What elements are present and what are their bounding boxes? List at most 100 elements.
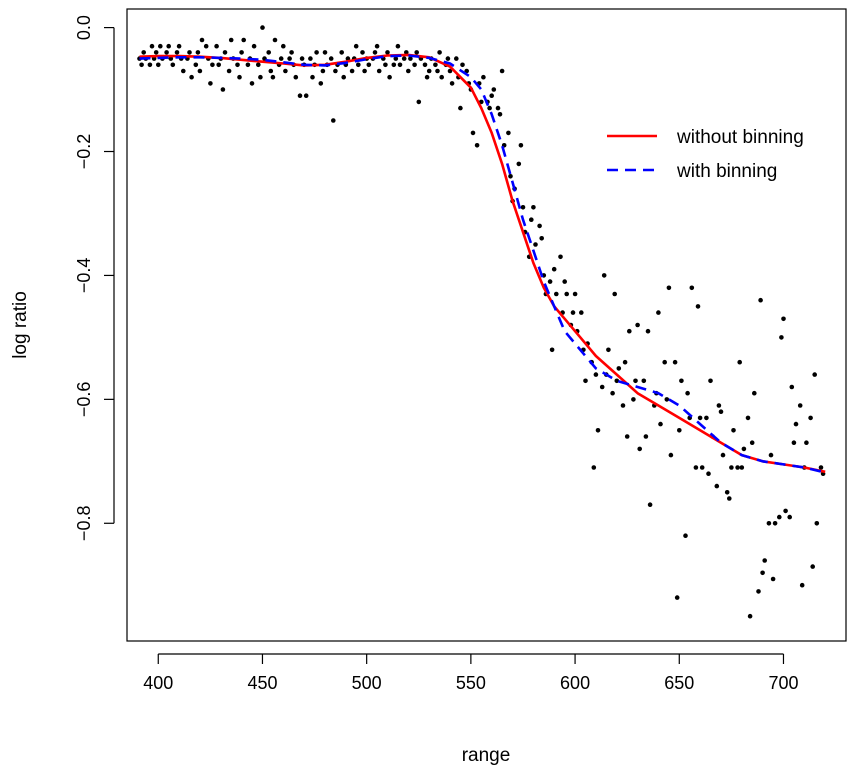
- legend: without binning with binning: [607, 127, 804, 182]
- data-point-139: [497, 112, 503, 117]
- x-tick-label-2: 500: [352, 673, 382, 693]
- data-point-183: [612, 291, 617, 297]
- data-point-41: [241, 37, 246, 43]
- plot-frame: [126, 8, 847, 642]
- data-point-177: [595, 428, 601, 433]
- data-point-39: [237, 74, 242, 80]
- data-point-63: [299, 56, 305, 61]
- data-point-193: [637, 446, 642, 452]
- data-point-91: [372, 50, 378, 55]
- data-point-172: [583, 378, 588, 384]
- data-point-200: [656, 310, 661, 315]
- data-point-201: [658, 421, 663, 427]
- x-tick-label-0: 400: [143, 673, 173, 693]
- data-point-28: [208, 81, 213, 86]
- data-point-257: [804, 440, 809, 446]
- data-point-251: [789, 384, 795, 390]
- points-layer: [137, 25, 826, 619]
- data-point-243: [768, 452, 774, 458]
- data-point-234: [745, 415, 751, 421]
- data-point-164: [562, 279, 567, 284]
- data-point-252: [791, 440, 797, 446]
- data-point-38: [235, 62, 240, 68]
- data-point-31: [216, 62, 221, 68]
- data-point-260: [812, 372, 817, 377]
- data-point-36: [228, 37, 234, 43]
- data-point-146: [516, 161, 522, 167]
- data-point-20: [187, 50, 192, 55]
- data-point-162: [558, 254, 563, 260]
- data-point-222: [714, 483, 720, 489]
- data-point-2: [141, 50, 146, 55]
- data-point-168: [572, 291, 578, 297]
- data-point-233: [741, 446, 747, 452]
- data-point-214: [693, 465, 699, 470]
- data-point-210: [683, 533, 688, 538]
- data-point-254: [797, 403, 803, 408]
- data-point-205: [668, 452, 674, 458]
- data-point-158: [547, 279, 553, 284]
- data-point-67: [310, 74, 315, 80]
- data-point-81: [345, 56, 351, 61]
- data-point-220: [708, 378, 713, 384]
- data-point-59: [289, 50, 294, 55]
- data-point-161: [554, 291, 559, 297]
- data-point-165: [564, 291, 569, 297]
- data-point-119: [445, 56, 451, 61]
- data-point-35: [226, 68, 232, 74]
- data-point-237: [752, 390, 757, 396]
- data-point-188: [624, 434, 630, 439]
- x-axis: 400 450 500 550 600 650 700: [143, 653, 799, 693]
- data-point-143: [508, 174, 513, 179]
- data-point-138: [495, 105, 501, 111]
- data-point-13: [168, 56, 174, 61]
- data-point-255: [799, 582, 805, 588]
- data-point-245: [772, 521, 778, 526]
- data-point-228: [729, 465, 734, 470]
- x-axis-title: range: [462, 745, 511, 766]
- data-point-21: [189, 74, 194, 80]
- data-point-33: [220, 87, 226, 92]
- data-point-99: [393, 56, 399, 61]
- data-point-14: [170, 62, 176, 68]
- data-point-52: [270, 74, 276, 80]
- data-point-117: [439, 74, 445, 80]
- data-point-111: [424, 74, 430, 80]
- data-point-142: [506, 130, 511, 136]
- data-point-258: [808, 415, 813, 421]
- data-point-197: [647, 502, 653, 508]
- data-point-1: [139, 62, 144, 68]
- data-point-15: [174, 50, 180, 55]
- series-line-1: [139, 54, 826, 474]
- data-point-115: [435, 68, 440, 74]
- y-tick-label-0: 0.0: [74, 15, 94, 40]
- data-point-133: [481, 74, 486, 80]
- data-point-215: [695, 304, 701, 309]
- data-point-238: [756, 589, 761, 594]
- data-point-135: [487, 105, 492, 111]
- data-point-203: [664, 397, 670, 402]
- data-point-206: [672, 359, 678, 365]
- data-point-12: [166, 43, 171, 49]
- data-point-85: [356, 62, 361, 68]
- data-point-202: [662, 359, 667, 365]
- data-point-120: [447, 68, 453, 74]
- data-point-56: [281, 43, 286, 49]
- data-point-148: [520, 205, 526, 210]
- data-point-9: [158, 43, 163, 49]
- data-point-46: [255, 62, 261, 68]
- data-point-42: [245, 62, 251, 68]
- data-point-191: [633, 378, 638, 384]
- data-point-44: [249, 81, 255, 86]
- data-point-24: [197, 68, 203, 74]
- data-point-181: [606, 347, 611, 353]
- data-point-216: [697, 415, 703, 421]
- data-point-108: [416, 99, 422, 105]
- data-point-211: [685, 390, 690, 396]
- legend-label-without-binning: without binning: [676, 127, 804, 148]
- data-point-116: [437, 50, 442, 55]
- data-point-227: [727, 496, 732, 501]
- data-point-55: [278, 56, 284, 61]
- y-tick-label-3: −0.6: [74, 382, 94, 418]
- lines-layer: [139, 53, 826, 474]
